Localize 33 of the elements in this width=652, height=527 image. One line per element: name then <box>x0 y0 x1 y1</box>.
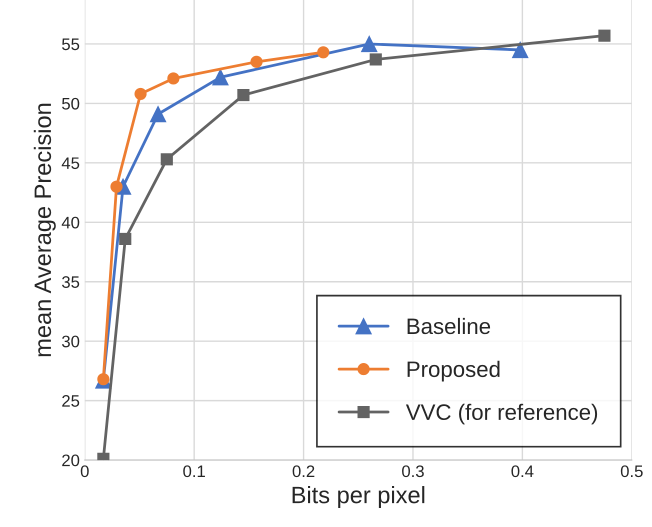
y-tick-label: 35 <box>62 276 80 288</box>
x-tick-label: 0.5 <box>620 465 643 478</box>
legend-label: Proposed <box>408 360 500 382</box>
x-tick-label: 0.1 <box>183 465 205 478</box>
legend-label: VVC (for reference) <box>406 404 598 424</box>
y-tick-label: 25 <box>62 395 80 407</box>
point <box>119 232 132 246</box>
point <box>250 56 263 68</box>
y-tick-label: 55 <box>62 38 80 50</box>
point <box>370 53 382 66</box>
point <box>212 69 229 86</box>
y-tick-label: 30 <box>62 336 80 348</box>
point <box>160 153 173 166</box>
y-axis-title: mean Average Precision <box>34 104 56 356</box>
point <box>598 30 611 42</box>
legend-label: Baseline <box>408 318 490 334</box>
x-tick-label: 0 <box>80 465 89 478</box>
point <box>150 106 166 122</box>
point <box>167 72 180 85</box>
y-tick-label: 20 <box>62 454 80 466</box>
point <box>512 42 528 58</box>
point <box>97 373 110 386</box>
y-tick-label: 40 <box>62 216 80 229</box>
point <box>237 89 250 102</box>
x-axis-title: Bits per pixel <box>292 486 424 508</box>
x-tick-label: 0.3 <box>402 465 424 478</box>
y-tick-label: 45 <box>62 157 80 170</box>
point <box>361 36 378 52</box>
point <box>134 88 147 100</box>
x-tick-label: 0.4 <box>511 465 534 478</box>
point <box>317 46 330 58</box>
x-tick-label: 0.2 <box>292 465 314 478</box>
y-tick-label: 50 <box>62 98 80 110</box>
